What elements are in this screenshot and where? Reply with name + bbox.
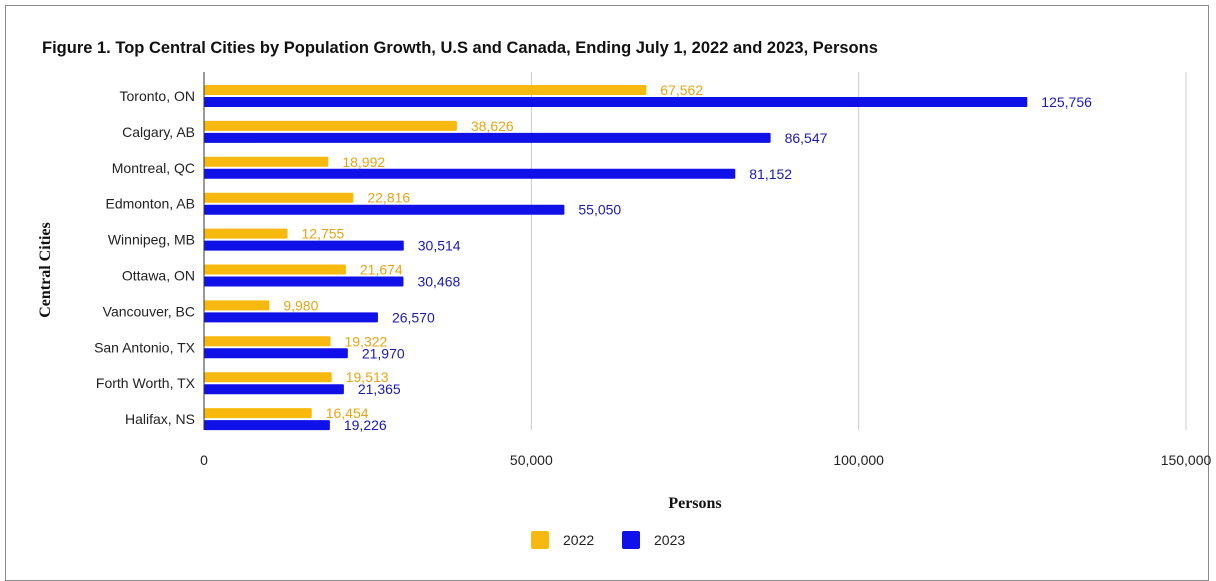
bar-2023-1 bbox=[204, 97, 1028, 107]
bar-2022-4 bbox=[204, 192, 354, 203]
bar-2022-1 bbox=[204, 85, 647, 95]
value-label-2023-6: 30,468 bbox=[417, 274, 460, 290]
value-label-2023-2: 86,547 bbox=[785, 130, 828, 146]
bar-2023-2 bbox=[204, 132, 771, 143]
value-label-2023-3: 81,152 bbox=[749, 166, 792, 182]
x-axis-title: Persons bbox=[668, 495, 721, 512]
value-label-2022-8: 19,322 bbox=[344, 333, 387, 349]
bars bbox=[204, 85, 1028, 431]
x-tick-label: 0 bbox=[200, 452, 208, 468]
x-tick-label: 50,000 bbox=[510, 452, 553, 468]
bar-2023-8 bbox=[204, 348, 348, 359]
value-label-2022-9: 19,513 bbox=[346, 369, 389, 385]
value-label-2022-4: 22,816 bbox=[367, 190, 410, 206]
bar-2023-9 bbox=[204, 384, 344, 395]
bar-2023-7 bbox=[204, 312, 378, 323]
category-label: Halifax, NS bbox=[125, 411, 195, 427]
value-label-2023-9: 21,365 bbox=[358, 381, 401, 397]
bar-2023-6 bbox=[204, 276, 404, 287]
value-labels: 67,562 125,756 38,626 86,547 18,992 81,152 22,… bbox=[283, 82, 1092, 433]
value-label-2022-1: 67,562 bbox=[660, 82, 703, 98]
bar-2023-3 bbox=[204, 168, 736, 179]
value-label-2022-6: 21,674 bbox=[360, 262, 403, 278]
category-label: Winnipeg, MB bbox=[108, 232, 195, 248]
x-tick-labels: 0 50,000 100,000 150,000 bbox=[200, 452, 1211, 468]
value-label-2022-3: 18,992 bbox=[342, 154, 385, 170]
legend-swatch-2023 bbox=[622, 531, 640, 549]
x-tick-label: 150,000 bbox=[1161, 452, 1212, 468]
value-label-2023-7: 26,570 bbox=[392, 309, 435, 325]
value-label-2023-8: 21,970 bbox=[362, 345, 405, 361]
gridlines bbox=[530, 72, 1187, 430]
value-label-2023-5: 30,514 bbox=[418, 238, 461, 254]
legend: 2022 2023 bbox=[531, 531, 685, 549]
chart-title: Figure 1. Top Central Cities by Populati… bbox=[42, 39, 878, 57]
category-label: Calgary, AB bbox=[122, 124, 195, 140]
x-tick-label: 100,000 bbox=[833, 452, 884, 468]
value-label-2023-10: 19,226 bbox=[344, 417, 387, 433]
bar-2023-5 bbox=[204, 240, 404, 251]
value-label-2022-2: 38,626 bbox=[471, 118, 514, 134]
value-label-2023-4: 55,050 bbox=[578, 202, 621, 218]
bar-2022-8 bbox=[204, 336, 331, 347]
value-label-2022-7: 9,980 bbox=[283, 297, 318, 313]
bar-2022-3 bbox=[204, 156, 329, 167]
value-label-2022-5: 12,755 bbox=[302, 226, 345, 242]
category-label: Ottawa, ON bbox=[122, 268, 195, 284]
bar-2022-7 bbox=[204, 300, 270, 311]
category-label: Forth Worth, TX bbox=[96, 375, 196, 391]
bar-2022-2 bbox=[204, 120, 457, 131]
bar-2022-9 bbox=[204, 372, 332, 383]
bar-2022-5 bbox=[204, 228, 288, 239]
bar-2023-10 bbox=[204, 420, 330, 431]
category-label: Toronto, ON bbox=[120, 88, 195, 104]
value-label-2022-10: 16,454 bbox=[326, 405, 369, 421]
category-label: San Antonio, TX bbox=[94, 339, 196, 355]
legend-label-2023: 2023 bbox=[654, 532, 685, 548]
bar-2022-10 bbox=[204, 408, 312, 419]
category-label: Montreal, QC bbox=[112, 160, 195, 176]
legend-swatch-2022 bbox=[531, 531, 549, 549]
bar-2023-4 bbox=[204, 204, 565, 215]
legend-label-2022: 2022 bbox=[563, 532, 594, 548]
bar-2022-6 bbox=[204, 264, 346, 275]
category-label: Edmonton, AB bbox=[105, 196, 195, 212]
category-labels: Toronto, ON Calgary, AB Montreal, QC Edmont… bbox=[94, 88, 196, 427]
category-label: Vancouver, BC bbox=[103, 303, 195, 319]
value-label-2023-1: 125,756 bbox=[1041, 94, 1092, 110]
y-axis-title: Central Cities bbox=[37, 222, 54, 318]
